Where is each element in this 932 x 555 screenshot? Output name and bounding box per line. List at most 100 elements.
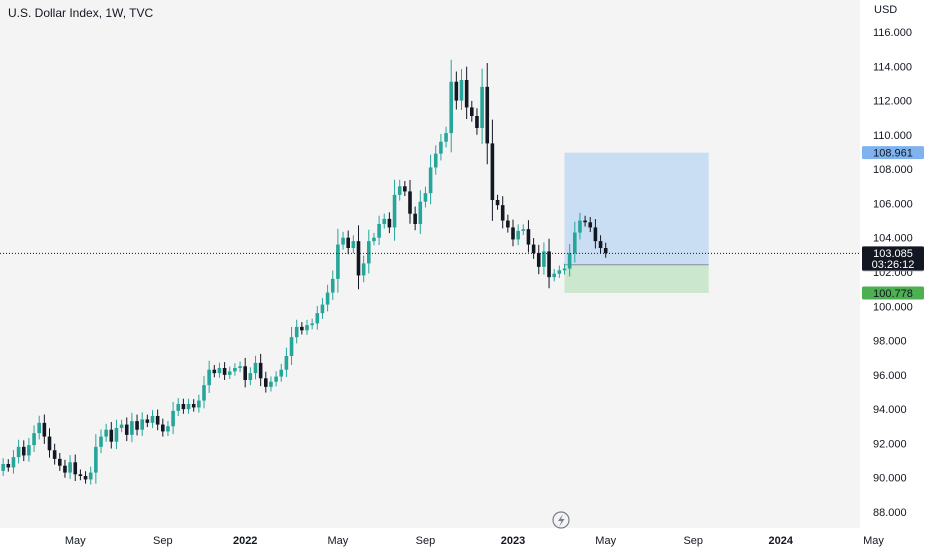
- candle: [279, 363, 284, 382]
- candle: [330, 270, 335, 300]
- candle: [356, 225, 361, 290]
- x-tick-label: 2024: [769, 535, 794, 547]
- candle-body: [536, 253, 541, 267]
- candle-body: [181, 404, 186, 410]
- candle: [294, 319, 299, 344]
- candle: [526, 220, 531, 253]
- candle: [124, 417, 129, 442]
- candle: [588, 217, 593, 233]
- candle-body: [500, 205, 505, 221]
- candle-body: [94, 446, 98, 473]
- candle: [238, 361, 242, 373]
- y-tick-label: 94.000: [873, 404, 907, 416]
- candle-body: [202, 385, 206, 401]
- candle: [511, 219, 515, 247]
- candle-body: [598, 241, 603, 248]
- y-tick-label: 92.000: [873, 438, 907, 450]
- candle-body: [593, 227, 598, 242]
- chart-title: U.S. Dollar Index, 1W, TVC: [8, 6, 154, 20]
- target-zone[interactable]: [564, 152, 709, 265]
- candle-body: [83, 476, 88, 480]
- candle: [485, 63, 490, 165]
- y-tick-label: 114.000: [873, 61, 912, 73]
- candle: [52, 443, 57, 465]
- candle-body: [289, 337, 294, 356]
- candle: [130, 412, 134, 443]
- x-tick-label: 2023: [501, 535, 525, 547]
- candle: [490, 119, 495, 221]
- candle: [222, 362, 227, 381]
- candle: [382, 213, 387, 229]
- candle: [21, 440, 26, 462]
- candle-body: [269, 381, 273, 387]
- candle: [6, 459, 11, 472]
- candle-body: [387, 218, 392, 228]
- candle-body: [557, 270, 562, 274]
- stop-zone[interactable]: [564, 264, 709, 293]
- candle: [207, 360, 211, 394]
- candle-body: [310, 323, 314, 326]
- candle: [557, 265, 562, 278]
- candle: [186, 398, 191, 414]
- candle: [310, 318, 314, 330]
- candle: [583, 215, 587, 227]
- currency-label: USD: [874, 4, 897, 16]
- candle: [377, 215, 381, 246]
- candle-body: [439, 141, 443, 154]
- candle-body: [42, 422, 47, 437]
- candle: [397, 179, 402, 201]
- candle-body: [351, 241, 356, 248]
- candle-body: [459, 80, 464, 101]
- candle-body: [511, 227, 515, 240]
- lightning-icon[interactable]: [552, 511, 570, 529]
- candle: [289, 326, 294, 365]
- stop-price-label: 100.778: [873, 288, 913, 300]
- candle-body: [197, 400, 201, 408]
- candle-body: [264, 378, 268, 387]
- candle-body: [346, 237, 350, 248]
- candle-body: [397, 186, 402, 195]
- candle: [140, 412, 144, 436]
- candle: [227, 366, 232, 380]
- x-tick-label: Sep: [153, 535, 173, 547]
- candle: [475, 108, 479, 135]
- candle: [578, 212, 582, 240]
- candle-body: [315, 313, 320, 324]
- candle: [536, 244, 541, 275]
- candle-body: [238, 366, 242, 368]
- candles: [1, 59, 608, 485]
- candle-body: [21, 446, 26, 456]
- candle-body: [408, 191, 412, 214]
- candle-body: [552, 273, 556, 278]
- candle-body: [485, 86, 490, 144]
- candle-body: [104, 429, 108, 437]
- candle-body: [52, 450, 57, 459]
- candle-body: [356, 241, 361, 276]
- candle-body: [233, 368, 237, 372]
- candle: [593, 219, 598, 249]
- candle: [552, 268, 556, 282]
- x-tick-label: May: [65, 535, 86, 547]
- candle-body: [372, 237, 376, 242]
- position-tool[interactable]: [564, 152, 709, 293]
- x-tick-label: Sep: [683, 535, 703, 547]
- candle: [181, 398, 186, 414]
- candle-body: [464, 80, 469, 108]
- candle-body: [253, 362, 258, 374]
- candle: [500, 196, 505, 229]
- candle-body: [109, 429, 114, 442]
- candle-body: [68, 462, 72, 473]
- candle-body: [506, 220, 510, 228]
- candle: [73, 454, 78, 482]
- candle: [408, 179, 412, 224]
- time-axis[interactable]: May Sep 2022 May Sep 2023 May Sep 2024 May: [65, 535, 885, 547]
- candle: [11, 450, 16, 474]
- candle-body: [367, 241, 371, 264]
- candle-body: [99, 436, 103, 447]
- candle: [212, 364, 217, 378]
- candle: [27, 438, 31, 462]
- candle-body: [63, 465, 67, 473]
- y-tick-label: 108.000: [873, 164, 913, 176]
